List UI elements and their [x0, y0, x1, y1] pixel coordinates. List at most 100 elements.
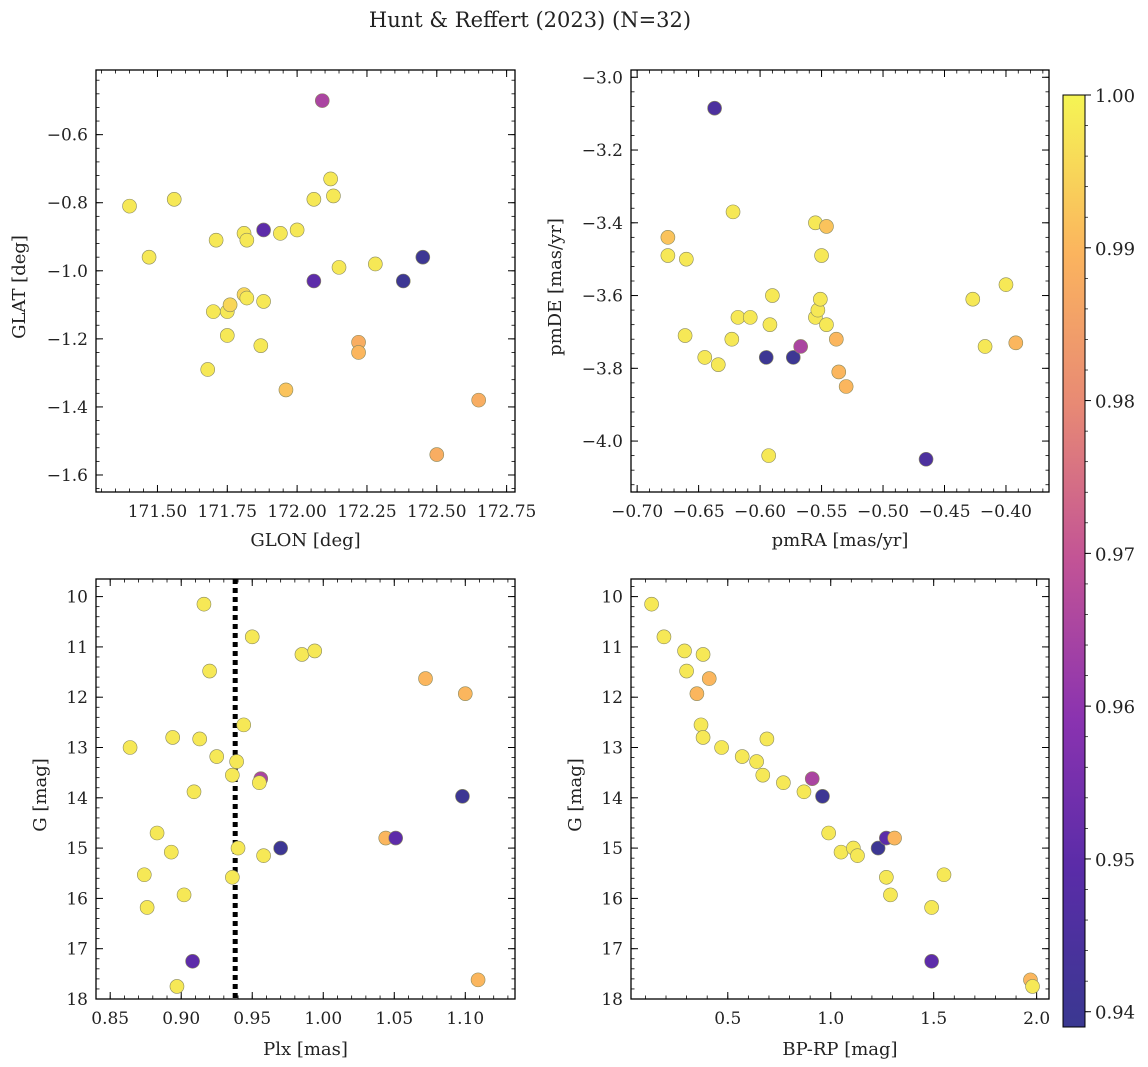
data-point — [679, 251, 694, 267]
data-point — [644, 596, 659, 612]
colorbar-tick-label: 0.97 — [1095, 544, 1135, 565]
x-tick-label: 171.50 — [128, 502, 187, 522]
data-point — [850, 848, 865, 863]
data-point — [660, 230, 676, 245]
data-point — [196, 596, 212, 612]
y-tick-label: 14 — [66, 789, 88, 809]
y-axis-label: G [mag] — [30, 758, 51, 831]
data-point — [230, 840, 246, 856]
y-tick-label: 17 — [66, 940, 88, 960]
colorbar-tick-label: 0.95 — [1095, 850, 1135, 871]
data-point — [457, 686, 473, 701]
x-axis-label: GLON [deg] — [250, 530, 360, 551]
colorbar-tick-label: 0.98 — [1095, 392, 1135, 413]
x-tick-label: −0.55 — [796, 502, 848, 522]
x-tick-label: 172.50 — [407, 502, 466, 522]
data-point — [326, 188, 341, 204]
colorbar-gradient — [1062, 94, 1086, 1028]
data-point — [965, 291, 981, 307]
y-tick-label: −3.4 — [582, 214, 623, 234]
data-point — [755, 767, 771, 783]
scatter-panel-glon-glat: 171.50 171.75 172.00 172.25 172.50 172.75 −0.6… — [9, 69, 536, 551]
data-point — [761, 448, 776, 463]
data-point — [831, 364, 847, 380]
data-point — [749, 754, 764, 769]
plot-frame — [630, 578, 1050, 1000]
scatter-panel-pmra-pmde: −0.70 −0.65 −0.60 −0.55 −0.50 −0.45 −0.40 −3.0 −… — [545, 68, 1050, 551]
data-point — [918, 451, 934, 467]
x-tick-label: −0.40 — [980, 502, 1032, 522]
data-point — [977, 339, 993, 354]
x-tick-label: 2.0 — [1023, 1009, 1050, 1029]
data-point — [176, 887, 192, 903]
data-point — [734, 749, 750, 764]
data-point — [256, 848, 271, 863]
data-point — [936, 867, 952, 883]
data-point — [701, 671, 717, 686]
data-point — [166, 192, 182, 207]
data-point — [323, 171, 338, 187]
data-point — [714, 740, 729, 755]
data-point — [209, 749, 225, 764]
y-tick-label: 15 — [66, 839, 88, 859]
y-tick-label: −1.4 — [47, 398, 88, 418]
data-point — [677, 328, 693, 343]
y-tick-label: −3.8 — [582, 359, 623, 379]
data-point — [229, 754, 244, 769]
data-point — [765, 288, 780, 303]
x-tick-label: 172.00 — [267, 502, 326, 522]
data-point — [656, 629, 672, 645]
data-point — [141, 249, 157, 265]
data-point — [331, 260, 347, 275]
data-point — [813, 291, 828, 307]
y-tick-label: 10 — [66, 588, 88, 608]
data-point — [244, 629, 260, 645]
data-point — [819, 317, 834, 332]
data-point — [429, 447, 445, 462]
colorbar-tick-label: 0.94 — [1095, 1003, 1135, 1024]
data-point — [759, 731, 775, 747]
x-tick-label: 0.95 — [233, 1009, 271, 1029]
data-point — [730, 310, 746, 325]
y-tick-label: −0.8 — [47, 194, 88, 214]
data-point — [222, 297, 238, 313]
x-tick-label: 172.75 — [477, 502, 536, 522]
plot-frame — [95, 69, 516, 493]
data-point — [252, 775, 267, 791]
y-tick-label: 10 — [601, 588, 623, 608]
data-point — [793, 339, 808, 354]
plot-frame — [95, 578, 516, 1000]
data-point — [256, 294, 271, 309]
data-point — [998, 277, 1014, 292]
x-tick-label: −0.65 — [673, 502, 725, 522]
data-point — [829, 331, 844, 347]
data-point — [776, 775, 791, 791]
y-tick-label: 13 — [66, 739, 88, 759]
data-point — [278, 382, 294, 398]
data-point — [724, 331, 740, 347]
data-point — [306, 273, 322, 289]
data-point — [294, 647, 310, 662]
x-tick-label: 171.75 — [198, 502, 257, 522]
y-tick-label: 16 — [66, 889, 88, 909]
y-tick-label: −1.0 — [47, 262, 88, 282]
data-point — [677, 643, 692, 659]
data-point — [819, 219, 834, 234]
x-axis-label: Plx [mas] — [263, 1039, 348, 1060]
data-point — [697, 350, 713, 365]
x-tick-label: −0.60 — [734, 502, 786, 522]
data-point — [139, 900, 155, 915]
y-tick-label: −1.2 — [47, 330, 88, 350]
data-point — [924, 900, 939, 915]
data-point — [273, 226, 288, 241]
x-tick-label: −0.50 — [857, 502, 909, 522]
data-point — [136, 867, 152, 883]
y-tick-label: −4.0 — [582, 432, 623, 452]
y-tick-label: −3.2 — [582, 141, 623, 161]
data-point — [785, 350, 801, 365]
y-axis-label: GLAT [deg] — [9, 235, 30, 339]
data-point — [256, 222, 271, 238]
data-point — [219, 328, 235, 343]
data-point — [307, 643, 323, 659]
